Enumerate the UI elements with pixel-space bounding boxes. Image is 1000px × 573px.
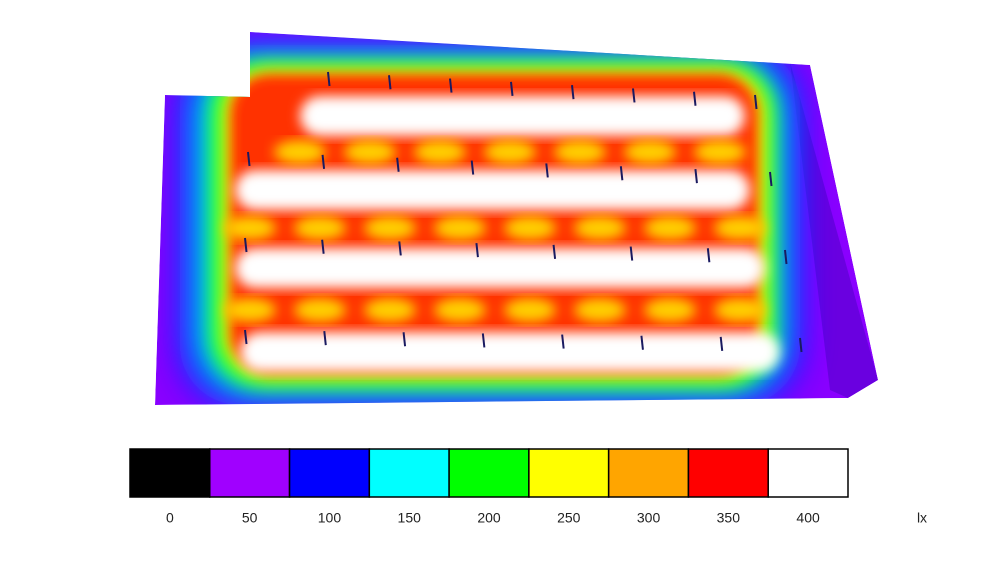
legend-swatch <box>368 448 450 498</box>
legend-swatch <box>448 448 530 498</box>
hot-spot <box>294 298 346 322</box>
hot-spot <box>224 216 276 240</box>
luminaire <box>449 78 453 93</box>
hot-spot <box>434 216 486 240</box>
luminaire <box>629 246 634 261</box>
legend-label: 150 <box>398 510 422 526</box>
hot-spot <box>344 140 396 164</box>
luminaire <box>244 329 248 345</box>
luminaire <box>619 166 624 181</box>
luminaire <box>706 248 711 263</box>
luminaire <box>321 154 326 169</box>
legend-swatch <box>767 448 849 498</box>
legend-swatch <box>687 448 769 498</box>
luminaire <box>396 157 400 172</box>
luminaire <box>247 151 251 167</box>
luminaire <box>632 88 636 103</box>
bright-band <box>240 332 780 372</box>
luminaire <box>640 335 644 350</box>
luminaire <box>510 81 514 96</box>
luminaire <box>481 333 486 348</box>
hot-spot <box>574 298 626 322</box>
hot-spot <box>644 216 696 240</box>
hot-spot <box>694 140 746 164</box>
hot-spot <box>714 216 766 240</box>
luminaire <box>323 331 327 346</box>
bright-band <box>235 248 765 288</box>
hot-spot <box>574 216 626 240</box>
legend-swatch <box>129 448 211 498</box>
hot-spot <box>294 216 346 240</box>
legend-swatch <box>288 448 371 498</box>
luminaire <box>327 71 331 87</box>
luminaire <box>561 334 565 349</box>
legend-swatch <box>209 448 291 498</box>
luminaire <box>693 91 697 106</box>
legend-label: 200 <box>477 510 501 526</box>
hot-spot <box>484 140 536 164</box>
hot-spot <box>414 140 466 164</box>
hot-spot <box>364 216 416 240</box>
hot-spot <box>224 298 276 322</box>
hot-spot <box>714 298 766 322</box>
luminaire <box>398 241 402 256</box>
legend-label: 350 <box>717 510 741 526</box>
luminaire <box>799 337 803 353</box>
legend-swatch <box>607 448 690 498</box>
luminaire <box>321 239 325 254</box>
hot-spot <box>274 140 326 164</box>
legend-label: 300 <box>637 510 661 526</box>
luminaire <box>769 171 773 187</box>
legend: 0 50 100 150 200 250 300 350 400 lx <box>129 448 927 526</box>
luminaire <box>475 243 479 258</box>
luminaire <box>545 163 549 178</box>
luminaire <box>402 332 407 347</box>
illuminance-map <box>155 32 878 405</box>
legend-swatch <box>528 448 610 498</box>
bright-band <box>235 170 750 210</box>
hot-spot <box>434 298 486 322</box>
hot-spot <box>364 298 416 322</box>
hot-spot <box>554 140 606 164</box>
hot-spot <box>624 140 676 164</box>
luminaire <box>754 94 758 110</box>
luminaire <box>571 85 575 100</box>
luminaire <box>784 249 788 265</box>
luminaire <box>470 160 475 175</box>
hot-spot <box>644 298 696 322</box>
legend-label: 50 <box>242 510 258 526</box>
luminaire <box>719 336 724 351</box>
hot-spot <box>504 216 556 240</box>
luminaire <box>552 244 557 259</box>
bright-band <box>300 96 745 136</box>
luminaire <box>244 237 248 253</box>
legend-label: 0 <box>166 510 174 526</box>
luminaires <box>244 71 803 353</box>
legend-label: 100 <box>318 510 342 526</box>
legend-label: 250 <box>557 510 581 526</box>
legend-label: 400 <box>796 510 820 526</box>
luminaire <box>388 75 392 90</box>
hot-spot <box>504 298 556 322</box>
luminaire <box>694 169 698 184</box>
legend-unit: lx <box>917 510 927 526</box>
